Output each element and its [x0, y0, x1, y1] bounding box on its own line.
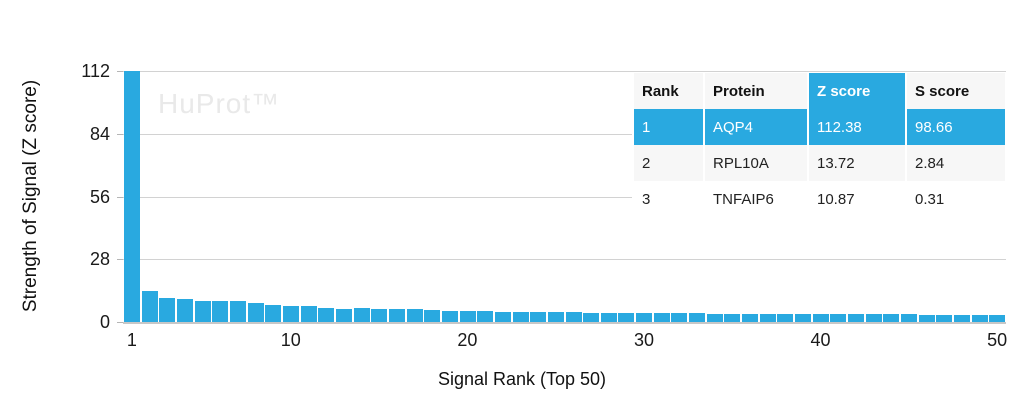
bar-rank-37 — [759, 313, 776, 322]
bar-rank-21 — [477, 311, 494, 322]
gridline-28 — [123, 259, 1006, 261]
table-header-row: Rank Protein Z score S score — [634, 73, 1005, 109]
cell-protein: AQP4 — [705, 109, 807, 145]
bar-rank-47 — [936, 314, 953, 322]
cell-s-score: 98.66 — [907, 109, 1005, 145]
bar-rank-5 — [194, 300, 211, 322]
y-tick-label-56: 56 — [89, 186, 110, 207]
bar-rank-15 — [371, 309, 388, 322]
huprot-watermark: HuProt™ — [158, 88, 281, 119]
cell-s-score: 2.84 — [907, 145, 1005, 181]
bar-rank-19 — [441, 310, 458, 322]
cell-z-score: 112.38 — [809, 109, 905, 145]
bar-rank-17 — [406, 308, 423, 322]
x-tick-label-1: 1 — [126, 330, 137, 350]
bar-rank-25 — [547, 312, 564, 322]
y-tick-label-112: 112 — [81, 61, 110, 81]
bar-rank-10 — [282, 305, 299, 322]
x-axis-baseline — [123, 322, 1006, 324]
bar-rank-20 — [459, 310, 476, 322]
bar-rank-8 — [247, 302, 264, 322]
cell-rank: 1 — [634, 109, 703, 145]
protein-score-table: Rank Protein Z score S score 1 AQP4 112.38… — [632, 73, 1007, 217]
y-tick-mark — [117, 196, 123, 198]
bar-rank-43 — [865, 314, 882, 322]
bar-rank-48 — [954, 314, 971, 322]
bar-rank-42 — [848, 314, 865, 322]
table-row-rank-1: 1 AQP4 112.38 98.66 — [634, 109, 1005, 145]
header-rank: Rank — [634, 73, 703, 109]
bar-rank-2 — [141, 291, 158, 322]
bar-rank-35 — [724, 313, 741, 322]
bar-rank-16 — [388, 309, 405, 322]
bar-rank-11 — [300, 305, 317, 322]
header-s-score: S score — [907, 73, 1005, 109]
cell-rank: 2 — [634, 145, 703, 181]
gridline-112 — [123, 71, 1006, 72]
bar-rank-31 — [653, 313, 670, 322]
bar-rank-49 — [971, 314, 988, 322]
y-tick-label-84: 84 — [89, 123, 110, 144]
table-row-rank-3: 3 TNFAIP6 10.87 0.31 — [634, 181, 1005, 217]
bar-rank-32 — [671, 313, 688, 322]
bar-rank-9 — [265, 304, 282, 322]
bar-rank-29 — [618, 312, 635, 322]
bar-rank-23 — [512, 311, 529, 322]
gridline-56 — [123, 196, 1006, 198]
bar-rank-14 — [353, 308, 370, 322]
bar-rank-34 — [706, 313, 723, 322]
bar-rank-28 — [600, 312, 617, 322]
bar-rank-26 — [565, 312, 582, 322]
bar-rank-45 — [901, 314, 918, 322]
bar-rank-3 — [159, 297, 176, 322]
cell-protein: TNFAIP6 — [705, 181, 807, 217]
y-tick-label-0: 0 — [99, 312, 110, 332]
bar-rank-22 — [494, 311, 511, 322]
bar-rank-41 — [830, 314, 847, 322]
bar-rank-4 — [176, 298, 193, 322]
x-axis-title: Signal Rank (Top 50) — [437, 369, 607, 389]
cell-z-score: 10.87 — [809, 181, 905, 217]
cell-s-score: 0.31 — [907, 181, 1005, 217]
cell-protein: RPL10A — [705, 145, 807, 181]
bar-rank-44 — [883, 314, 900, 322]
bar-rank-13 — [335, 308, 352, 322]
header-z-score: Z score — [809, 73, 905, 109]
cell-rank: 3 — [634, 181, 703, 217]
x-tick-label-20: 20 — [457, 330, 478, 350]
bar-rank-7 — [229, 300, 246, 322]
x-tick-label-30: 30 — [633, 330, 654, 350]
bar-rank-27 — [583, 312, 600, 322]
bar-rank-38 — [777, 313, 794, 322]
bar-rank-33 — [689, 313, 706, 322]
bar-rank-46 — [918, 314, 935, 322]
plot-area — [117, 71, 1006, 324]
bar-rank-6 — [212, 301, 229, 322]
bar-rank-12 — [318, 308, 335, 322]
header-protein: Protein — [705, 73, 807, 109]
gridline-84 — [123, 133, 1006, 135]
bar-rank-40 — [812, 314, 829, 322]
y-tick-mark — [117, 259, 123, 261]
bar-rank-24 — [530, 311, 547, 322]
cell-z-score: 13.72 — [809, 145, 905, 181]
table-row-rank-2: 2 RPL10A 13.72 2.84 — [634, 145, 1005, 181]
bar-rank-36 — [742, 313, 759, 322]
y-tick-label-28: 28 — [89, 249, 110, 270]
bar-rank-1 — [124, 71, 140, 322]
bar-rank-50 — [989, 315, 1006, 322]
bar-rank-30 — [636, 313, 653, 322]
bar-rank-18 — [424, 310, 441, 322]
bar-rank-39 — [795, 313, 812, 322]
y-tick-mark — [117, 133, 123, 135]
x-tick-label-10: 10 — [280, 330, 301, 350]
x-tick-label-40: 40 — [810, 330, 831, 350]
y-tick-mark — [117, 322, 123, 323]
x-tick-label-50: 50 — [987, 330, 1008, 350]
y-tick-mark — [117, 71, 123, 72]
